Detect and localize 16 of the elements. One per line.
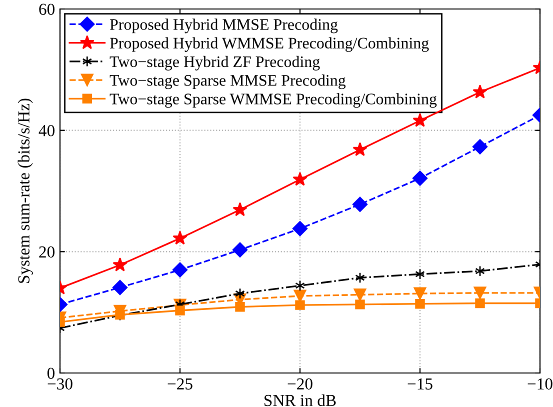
y-tick-label: 40	[38, 125, 55, 136]
legend-label: Proposed Hybrid WMMSE Precoding/Combining	[110, 37, 429, 52]
x-tick-label: −20	[288, 378, 312, 390]
y-tick-label: 0	[47, 368, 55, 379]
legend-label: Proposed Hybrid MMSE Precoding	[110, 18, 338, 34]
y-axis-title: System sum-rate (bits/s/Hz)	[18, 98, 33, 283]
x-tick-label: −30	[48, 378, 72, 390]
x-tick-label: −15	[408, 378, 432, 390]
x-tick-label: −10	[528, 378, 552, 390]
x-axis-title: SNR in dB	[264, 394, 336, 406]
legend-label: Two−stage Hybrid ZF Precoding	[110, 56, 320, 70]
legend-label: Two−stage Sparse WMMSE Precoding/Combining	[110, 93, 437, 108]
x-tick-label: −25	[168, 378, 192, 390]
legend-label: Two−stage Sparse MMSE Precoding	[110, 74, 346, 90]
y-tick-label: 20	[39, 246, 55, 258]
y-tick-label: 60	[39, 4, 55, 15]
